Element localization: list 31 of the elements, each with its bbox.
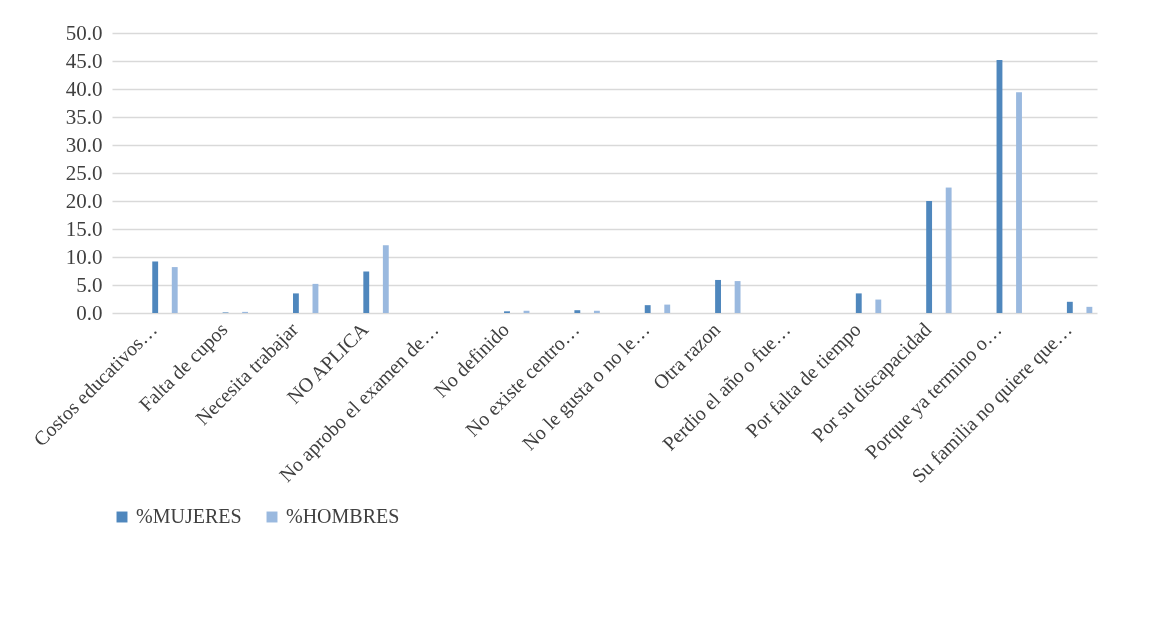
y-tick-label: 25.0 xyxy=(65,160,103,185)
bar xyxy=(644,305,651,313)
bar xyxy=(382,245,389,313)
bar xyxy=(945,187,952,313)
bar xyxy=(1016,92,1022,313)
bar xyxy=(1066,301,1073,313)
y-tick-label: 0.0 xyxy=(76,300,103,325)
y-tick-label: 50.0 xyxy=(65,20,103,45)
y-tick-label: 20.0 xyxy=(65,188,103,213)
y-tick-label: 15.0 xyxy=(65,216,103,241)
bar xyxy=(574,310,581,313)
bar xyxy=(171,267,178,313)
y-tick-label: 30.0 xyxy=(65,132,103,157)
y-tick-label: 10.0 xyxy=(65,244,103,269)
bar xyxy=(664,304,671,313)
y-tick-label: 5.0 xyxy=(76,272,103,297)
bar xyxy=(734,281,741,313)
y-tick-label: 40.0 xyxy=(65,76,103,101)
legend-label: %HOMBRES xyxy=(286,505,400,527)
bar xyxy=(855,293,862,313)
legend-label: %MUJERES xyxy=(136,505,242,527)
bar xyxy=(875,299,882,313)
bar xyxy=(152,261,159,313)
bar xyxy=(1086,306,1093,313)
bar xyxy=(926,201,933,313)
y-tick-label: 35.0 xyxy=(65,104,103,129)
bar xyxy=(593,310,600,313)
bar xyxy=(292,293,299,313)
y-tick-label: 45.0 xyxy=(65,48,103,73)
bar xyxy=(363,271,370,313)
bar xyxy=(715,279,721,313)
